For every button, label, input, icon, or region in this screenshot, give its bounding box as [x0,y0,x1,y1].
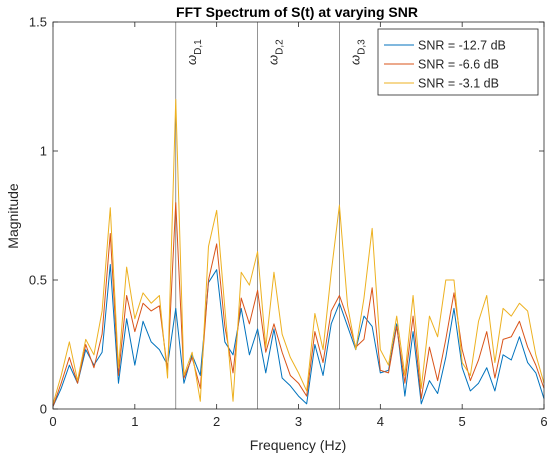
marker-label-main: ω [266,55,281,65]
series-line-2 [52,202,545,407]
y-axis-label: Magnitude [5,183,21,249]
y-tick-label: 1.5 [29,15,47,30]
x-tick-label: 0 [49,414,56,429]
x-tick-label: 2 [213,414,220,429]
x-tick-label: 5 [459,414,466,429]
marker-label-sub: D,1 [193,39,204,55]
x-tick-label: 1 [131,414,138,429]
legend-label-2: SNR = -6.6 dB [418,58,499,72]
y-tick-label: 0.5 [29,273,47,288]
y-tick-label: 0 [40,402,47,417]
marker-lines: ωD,1ωD,2ωD,3 [175,22,367,409]
marker-label-3: ωD,3 [347,39,367,65]
marker-label-1: ωD,1 [184,39,204,65]
legend-box [377,28,539,96]
y-tick-label: 1 [40,144,47,159]
x-tick-label: 3 [295,414,302,429]
y-axis: 0 0.5 1 1.5 [29,15,544,417]
series-line-1 [52,264,545,407]
x-axis: 0 1 2 3 4 5 6 [49,22,548,429]
legend: SNR = -12.7 dB SNR = -6.6 dB SNR = -3.1 dB [377,28,539,96]
marker-label-2: ωD,2 [266,39,286,65]
legend-label-1: SNR = -12.7 dB [418,39,506,53]
series-line-3 [52,98,545,404]
marker-label-main: ω [184,55,199,65]
legend-label-3: SNR = -3.1 dB [418,77,499,91]
marker-label-sub: D,3 [356,39,367,55]
marker-label-sub: D,2 [275,39,286,55]
marker-label-main: ω [347,55,362,65]
chart-title: FFT Spectrum of S(t) at varying SNR [176,4,418,20]
x-axis-label: Frequency (Hz) [250,437,346,453]
series-lines [52,98,545,407]
x-tick-label: 6 [540,414,547,429]
x-tick-label: 4 [377,414,384,429]
